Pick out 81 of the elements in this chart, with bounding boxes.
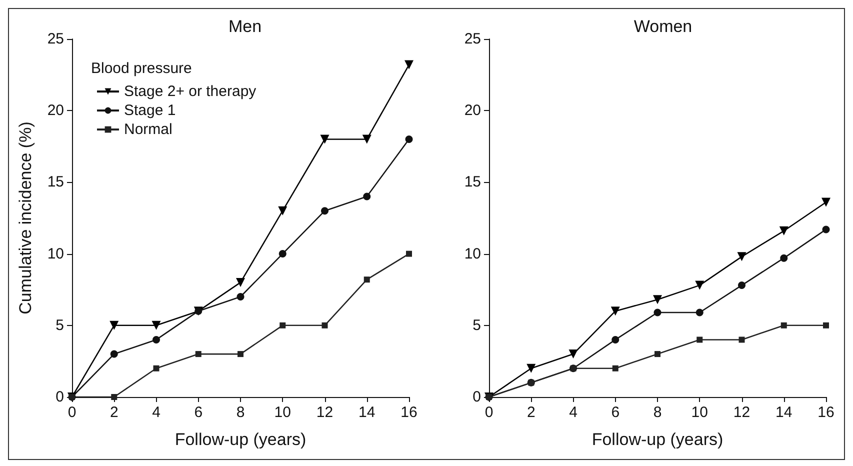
point bbox=[612, 365, 618, 372]
y-tick-label: 15 bbox=[464, 174, 481, 191]
point bbox=[320, 134, 330, 144]
point bbox=[111, 394, 118, 400]
point bbox=[321, 207, 328, 215]
x-tick-label: 10 bbox=[274, 404, 291, 421]
point bbox=[780, 254, 788, 262]
y-tick-label: 10 bbox=[47, 245, 64, 262]
point bbox=[236, 293, 244, 301]
point bbox=[653, 295, 662, 304]
x-tick-label: 4 bbox=[152, 404, 160, 421]
point bbox=[737, 252, 746, 262]
y-tick-label: 0 bbox=[472, 388, 481, 406]
point bbox=[363, 192, 371, 200]
point bbox=[822, 226, 830, 234]
y-tick-label: 0 bbox=[56, 388, 64, 406]
point bbox=[823, 322, 829, 328]
x-tick-label: 2 bbox=[110, 404, 118, 421]
point bbox=[779, 226, 788, 236]
x-tick-label: 16 bbox=[818, 404, 834, 421]
point bbox=[364, 276, 370, 283]
point bbox=[738, 336, 745, 343]
x-tick-label: 14 bbox=[776, 404, 792, 421]
x-tick-label: 4 bbox=[569, 404, 578, 421]
point bbox=[654, 351, 660, 358]
x-tick-label: 14 bbox=[358, 404, 376, 421]
point bbox=[280, 322, 286, 328]
point bbox=[696, 336, 703, 343]
point bbox=[110, 350, 118, 358]
y-tick-label: 20 bbox=[47, 102, 64, 120]
point bbox=[238, 351, 244, 358]
x-tick-label: 0 bbox=[68, 404, 76, 421]
point bbox=[695, 280, 704, 290]
legend-label: Stage 1 bbox=[124, 102, 176, 119]
y-tick-label: 5 bbox=[56, 316, 64, 334]
chart-title: Women bbox=[634, 17, 692, 36]
point bbox=[404, 60, 414, 70]
x-tick-label: 10 bbox=[691, 404, 708, 421]
y-tick-label: 25 bbox=[464, 30, 481, 48]
point bbox=[780, 322, 787, 328]
x-tick-label: 12 bbox=[733, 404, 750, 421]
point bbox=[822, 198, 830, 207]
x-tick-label: 8 bbox=[236, 404, 245, 421]
point bbox=[654, 308, 662, 316]
point bbox=[612, 336, 620, 344]
x-tick-label: 12 bbox=[316, 404, 334, 421]
chart-title: Men bbox=[228, 17, 262, 36]
point bbox=[152, 336, 160, 344]
y-tick-label: 10 bbox=[464, 245, 481, 262]
point bbox=[278, 206, 288, 216]
point bbox=[362, 134, 372, 144]
point bbox=[236, 278, 245, 287]
point bbox=[696, 308, 704, 316]
point bbox=[278, 250, 286, 258]
y-axis-title: Cumulative incidence (%) bbox=[16, 122, 35, 314]
legend-title: Blood pressure bbox=[91, 60, 192, 77]
y-tick-label: 15 bbox=[47, 174, 64, 191]
x-tick-label: 6 bbox=[194, 404, 203, 421]
point bbox=[610, 306, 620, 316]
y-tick-label: 5 bbox=[472, 316, 481, 334]
point bbox=[195, 351, 202, 358]
point bbox=[152, 320, 161, 330]
x-axis-title: Follow-up (years) bbox=[174, 430, 306, 449]
point bbox=[526, 364, 536, 373]
x-tick-label: 2 bbox=[526, 404, 536, 421]
y-tick-label: 25 bbox=[47, 30, 64, 48]
point bbox=[568, 350, 578, 359]
x-tick-label: 0 bbox=[484, 404, 494, 421]
y-tick-label: 20 bbox=[464, 102, 481, 120]
x-tick-label: 8 bbox=[653, 404, 662, 421]
point bbox=[405, 135, 413, 143]
point bbox=[738, 282, 746, 290]
legend-label: Stage 2+ or therapy bbox=[124, 83, 257, 100]
point bbox=[153, 365, 160, 372]
point bbox=[406, 250, 412, 257]
x-tick-label: 16 bbox=[400, 404, 418, 421]
x-tick-label: 6 bbox=[611, 404, 620, 421]
x-axis-title: Follow-up (years) bbox=[592, 430, 724, 449]
point bbox=[322, 322, 328, 328]
legend-label: Normal bbox=[124, 121, 172, 138]
point bbox=[110, 320, 119, 330]
